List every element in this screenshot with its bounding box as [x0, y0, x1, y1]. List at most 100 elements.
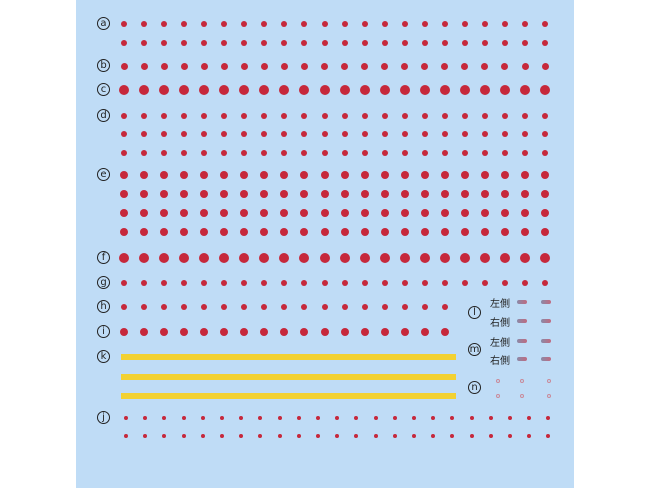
dot — [521, 228, 529, 236]
dot — [541, 190, 550, 198]
dot — [281, 280, 288, 286]
dot — [440, 190, 449, 198]
dot — [159, 253, 170, 263]
dot — [240, 190, 249, 198]
dot — [221, 21, 228, 27]
dot — [380, 209, 389, 217]
dot — [277, 434, 282, 438]
dot — [120, 62, 128, 70]
dot — [542, 280, 549, 286]
dot — [261, 40, 268, 46]
dot — [120, 190, 128, 198]
dot — [361, 280, 368, 286]
dot — [220, 434, 224, 438]
dot — [261, 304, 268, 310]
dot — [481, 113, 488, 119]
dot — [300, 171, 309, 179]
dot — [421, 40, 428, 46]
dot — [321, 131, 328, 137]
dot — [220, 190, 229, 198]
yellow-stripe — [121, 374, 456, 380]
dot — [201, 113, 208, 119]
dot — [508, 434, 512, 438]
dot — [181, 416, 186, 420]
dot — [341, 280, 348, 286]
dot — [380, 328, 389, 336]
dot — [200, 209, 209, 217]
dot — [201, 131, 208, 137]
dot — [221, 131, 228, 137]
dot — [542, 150, 549, 156]
dot — [280, 171, 289, 179]
dot — [220, 328, 229, 336]
dot — [419, 253, 430, 263]
dot — [261, 131, 268, 137]
dot — [239, 85, 250, 95]
dot — [542, 131, 549, 137]
dot — [258, 434, 263, 438]
dot — [300, 328, 309, 336]
dot — [401, 280, 408, 286]
dot — [420, 328, 429, 336]
dot — [260, 209, 269, 217]
dot — [546, 416, 551, 420]
dot — [412, 434, 416, 438]
dot — [240, 228, 249, 236]
dot — [441, 62, 449, 70]
dot — [441, 131, 448, 137]
dot — [441, 40, 448, 46]
dot — [241, 280, 248, 286]
dot — [161, 131, 168, 137]
dot — [301, 304, 308, 310]
dot — [354, 434, 359, 438]
label-c: c — [97, 83, 110, 96]
dot — [440, 209, 449, 217]
dot — [181, 131, 188, 137]
dot — [240, 209, 249, 217]
dot — [241, 40, 248, 46]
dot — [300, 62, 308, 70]
dot — [542, 21, 549, 27]
dot — [460, 228, 469, 236]
dot — [520, 85, 530, 95]
dot — [160, 209, 169, 217]
dot — [541, 62, 549, 70]
dot — [379, 253, 390, 263]
dot — [301, 280, 308, 286]
dot — [401, 113, 408, 119]
dot — [160, 328, 169, 336]
dot — [160, 190, 169, 198]
dot — [420, 209, 429, 217]
dot — [381, 131, 388, 137]
dot — [121, 113, 127, 119]
dot — [499, 85, 510, 95]
dot — [261, 280, 268, 286]
dot — [360, 171, 369, 179]
dot — [419, 85, 430, 95]
dot — [200, 416, 205, 420]
dot — [521, 171, 529, 179]
dot — [401, 150, 408, 156]
dot — [281, 40, 288, 46]
dot — [140, 190, 149, 198]
dot — [541, 209, 550, 217]
dot — [321, 40, 328, 46]
dot — [161, 113, 168, 119]
dot — [240, 171, 249, 179]
label-k: k — [97, 350, 110, 363]
dot — [240, 62, 248, 70]
dot — [260, 62, 268, 70]
dot — [420, 171, 429, 179]
label-d: d — [97, 109, 110, 122]
dot — [542, 113, 549, 119]
dot — [481, 150, 488, 156]
dot — [300, 209, 309, 217]
dot — [180, 228, 189, 236]
dot — [200, 62, 208, 70]
dot — [341, 150, 348, 156]
dot — [120, 209, 128, 217]
dot — [301, 40, 308, 46]
dot — [219, 85, 230, 95]
dot — [361, 113, 368, 119]
dot — [162, 434, 167, 438]
